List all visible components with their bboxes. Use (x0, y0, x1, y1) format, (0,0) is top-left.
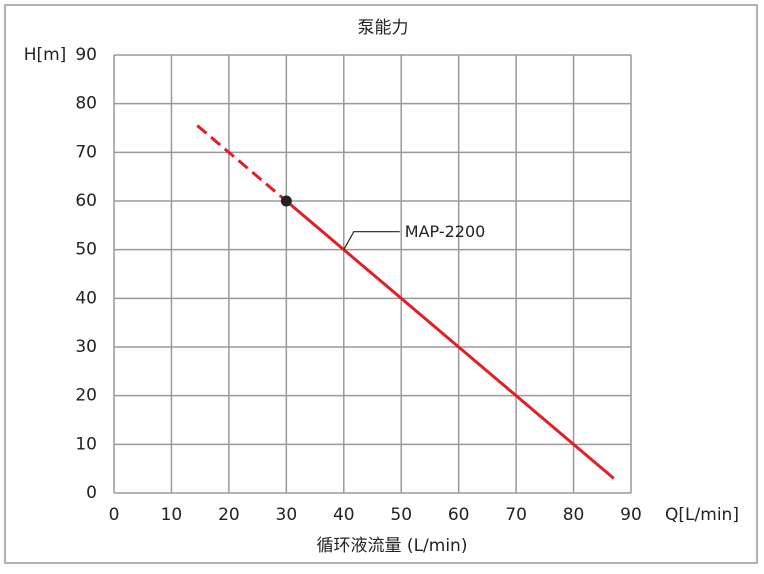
y-tick-label: 0 (86, 483, 97, 503)
y-tick-label: 10 (75, 434, 97, 454)
annotation-leader (343, 231, 400, 250)
x-tick-label: 60 (448, 505, 470, 525)
y-tick-label: 70 (75, 142, 97, 162)
y-axis-label: H[m] (24, 45, 67, 65)
x-tick-label: 90 (620, 505, 642, 525)
x-tick-label: 50 (390, 505, 412, 525)
x-tick-label: 30 (276, 505, 298, 525)
point-marker (280, 195, 292, 207)
x-tick-label: 80 (563, 505, 585, 525)
x-axis-label: 循环液流量 (L/min) (317, 536, 468, 556)
x-tick-label: 70 (505, 505, 527, 525)
y-tick-label: 50 (75, 240, 97, 260)
y-tick-label: 30 (75, 337, 97, 357)
y-tick-label: 90 (75, 45, 97, 65)
y-tick-label: 60 (75, 191, 97, 211)
frame (4, 4, 758, 564)
y-tick-label: 40 (75, 288, 97, 308)
x-tick-label: 40 (333, 505, 355, 525)
y-tick-label: 80 (75, 94, 97, 114)
line-segment (285, 199, 615, 480)
line-segment (196, 124, 288, 203)
x-tick-label: 20 (218, 505, 240, 525)
y-tick-label: 20 (75, 386, 97, 406)
x-tick-label: 0 (109, 505, 120, 525)
x-tick-label: 10 (161, 505, 183, 525)
chart-title: 泵能力 (358, 18, 409, 38)
x-unit-label: Q[L/min] (665, 505, 739, 525)
series-label: MAP-2200 (405, 222, 486, 241)
